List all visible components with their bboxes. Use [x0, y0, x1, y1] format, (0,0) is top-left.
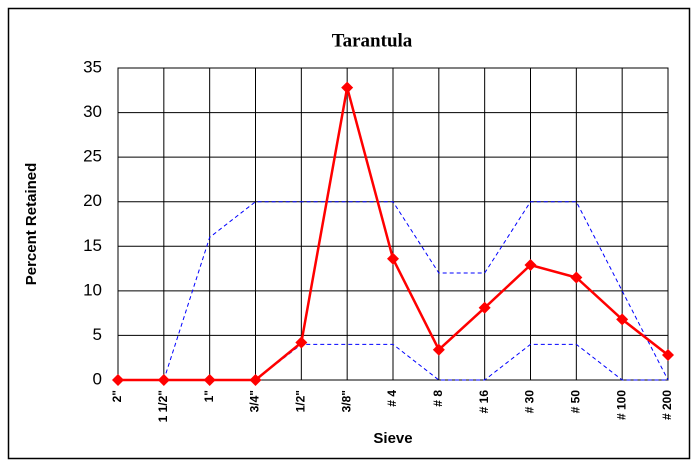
data-point	[662, 349, 674, 362]
x-tick-label: 1"	[202, 390, 216, 402]
data-point	[570, 271, 583, 284]
x-tick-label: # 100	[614, 390, 628, 420]
y-tick-label: 0	[93, 369, 102, 388]
series-line	[255, 343, 668, 381]
x-tick-label: # 30	[523, 390, 537, 414]
y-tick-label: 15	[83, 236, 102, 255]
x-tick-label: 2"	[110, 390, 124, 402]
y-tick-label: 10	[83, 280, 102, 299]
y-axis-label: Percent Retained	[23, 163, 40, 286]
x-tick-label: 3/8"	[339, 390, 353, 412]
series-line	[163, 201, 669, 381]
y-tick-label: 30	[83, 102, 102, 121]
chart-title: Tarantula	[332, 30, 413, 51]
x-tick-label: # 8	[431, 390, 445, 407]
x-tick-label: # 16	[477, 390, 491, 414]
data-point	[203, 374, 216, 386]
y-tick-label: 20	[83, 191, 102, 210]
data-point	[112, 374, 124, 386]
x-tick-label: 3/4"	[248, 390, 262, 412]
x-tick-label: # 200	[660, 390, 674, 420]
data-point	[249, 374, 262, 386]
x-axis-label: Sieve	[373, 430, 412, 447]
x-tick-label: 1 1/2"	[156, 390, 170, 422]
x-tick-label: # 50	[569, 390, 583, 414]
data-point	[524, 259, 537, 272]
x-tick-label: # 4	[385, 390, 399, 407]
data-point	[157, 374, 170, 386]
plot-border	[117, 67, 669, 381]
data-point	[432, 343, 445, 356]
y-tick-label: 5	[93, 325, 102, 344]
y-tick-label: 35	[83, 57, 102, 76]
data-point	[295, 336, 308, 349]
data-point	[478, 301, 491, 314]
y-tick-label: 25	[83, 147, 102, 166]
data-point	[616, 313, 629, 326]
data-point	[387, 252, 399, 265]
x-tick-label: 1/2"	[294, 390, 308, 412]
data-point	[341, 81, 354, 94]
